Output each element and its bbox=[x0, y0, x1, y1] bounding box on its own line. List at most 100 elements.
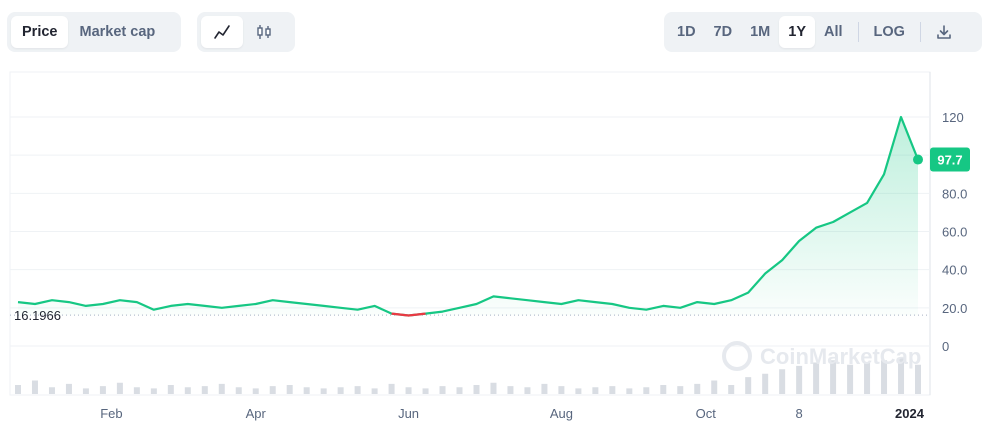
line-chart-button[interactable] bbox=[201, 16, 243, 48]
volume-bar bbox=[558, 386, 565, 394]
data-point bbox=[442, 311, 444, 313]
data-point bbox=[475, 303, 477, 305]
volume-bar bbox=[15, 385, 21, 394]
x-tick-label: Aug bbox=[550, 406, 573, 421]
volume-bar bbox=[864, 362, 871, 394]
volume-bar bbox=[711, 380, 718, 394]
data-point bbox=[153, 309, 155, 311]
volume-bar bbox=[252, 388, 259, 394]
data-point bbox=[136, 301, 138, 303]
volume-bar bbox=[116, 382, 123, 394]
y-tick-label: 60.0 bbox=[942, 225, 967, 240]
volume-bar bbox=[575, 388, 582, 394]
time-range-selector: 1D 7D 1M 1Y All LOG bbox=[664, 12, 982, 52]
data-point bbox=[459, 307, 461, 309]
volume-bar bbox=[830, 360, 837, 394]
y-tick-label: 80.0 bbox=[942, 186, 967, 201]
volume-bar bbox=[82, 388, 89, 394]
volume-bar bbox=[473, 385, 480, 394]
data-point bbox=[17, 301, 19, 303]
volume-bar bbox=[660, 385, 667, 394]
data-point bbox=[883, 173, 885, 175]
data-point bbox=[68, 301, 70, 303]
volume-bar bbox=[813, 362, 820, 394]
volume-bar bbox=[796, 365, 803, 394]
data-point bbox=[611, 303, 613, 305]
volume-bar bbox=[881, 360, 888, 394]
range-1d[interactable]: 1D bbox=[677, 24, 696, 40]
data-point bbox=[509, 297, 511, 299]
range-all[interactable]: All bbox=[824, 24, 843, 40]
range-7d[interactable]: 7D bbox=[713, 24, 733, 40]
y-tick-label: 0 bbox=[942, 339, 949, 354]
divider bbox=[857, 22, 859, 42]
data-point bbox=[255, 303, 257, 305]
volume-bar bbox=[235, 387, 242, 394]
data-point bbox=[560, 303, 562, 305]
volume-bar bbox=[48, 387, 55, 394]
volume-bar bbox=[915, 364, 921, 394]
download-button[interactable] bbox=[927, 16, 961, 48]
data-point bbox=[696, 301, 698, 303]
data-point bbox=[221, 307, 223, 309]
data-point bbox=[323, 305, 325, 307]
data-point bbox=[577, 299, 579, 301]
data-point bbox=[764, 272, 766, 274]
volume-bar bbox=[184, 387, 191, 394]
tab-price[interactable]: Price bbox=[11, 16, 69, 48]
data-point bbox=[391, 313, 393, 315]
data-point bbox=[408, 314, 410, 316]
data-point bbox=[747, 292, 749, 294]
y-tick-label: 40.0 bbox=[942, 263, 967, 278]
data-point bbox=[34, 303, 36, 305]
volume-bar bbox=[150, 388, 157, 394]
data-point bbox=[594, 301, 596, 303]
data-point bbox=[730, 299, 732, 301]
volume-bar bbox=[762, 373, 769, 394]
volume-bar bbox=[694, 383, 701, 394]
x-tick-label: Oct bbox=[696, 406, 717, 421]
volume-bar bbox=[524, 387, 531, 394]
price-area bbox=[18, 117, 918, 316]
x-tick-label: 8 bbox=[796, 406, 803, 421]
data-point bbox=[832, 221, 834, 223]
volume-bar bbox=[303, 387, 310, 394]
volume-bar bbox=[405, 387, 412, 394]
data-point bbox=[628, 307, 630, 309]
data-point bbox=[900, 116, 902, 118]
candlestick-icon bbox=[255, 23, 273, 41]
data-point bbox=[713, 303, 715, 305]
current-price-label: 97.7 bbox=[937, 153, 962, 168]
data-point bbox=[340, 307, 342, 309]
data-point bbox=[866, 202, 868, 204]
volume-bar bbox=[490, 382, 497, 394]
volume-bar bbox=[677, 386, 684, 394]
divider bbox=[919, 22, 921, 42]
price-line-below-reference bbox=[391, 312, 426, 317]
data-point bbox=[187, 303, 189, 305]
volume-bar bbox=[354, 386, 361, 394]
log-scale-toggle[interactable]: LOG bbox=[873, 24, 905, 40]
chart-type-toggle bbox=[197, 12, 295, 52]
volume-bar bbox=[592, 387, 599, 394]
volume-bar bbox=[218, 383, 225, 394]
range-1m[interactable]: 1M bbox=[750, 24, 771, 40]
data-point bbox=[357, 309, 359, 311]
range-1y[interactable]: 1Y bbox=[779, 16, 815, 48]
data-point bbox=[526, 299, 528, 301]
volume-bar bbox=[456, 387, 463, 394]
x-tick-label: Feb bbox=[100, 406, 122, 421]
volume-bar bbox=[728, 385, 735, 394]
data-point bbox=[815, 227, 817, 229]
x-tick-label: 2024 bbox=[895, 406, 925, 421]
volume-bar bbox=[31, 380, 38, 394]
current-price-dot bbox=[913, 154, 923, 165]
data-point bbox=[170, 305, 172, 307]
tab-market-cap[interactable]: Market cap bbox=[79, 24, 156, 40]
volume-bar bbox=[65, 383, 72, 394]
metric-toggle: Price Market cap bbox=[7, 12, 181, 52]
volume-bar bbox=[541, 383, 548, 394]
volume-bar bbox=[439, 386, 446, 394]
candlestick-button[interactable] bbox=[243, 16, 285, 48]
